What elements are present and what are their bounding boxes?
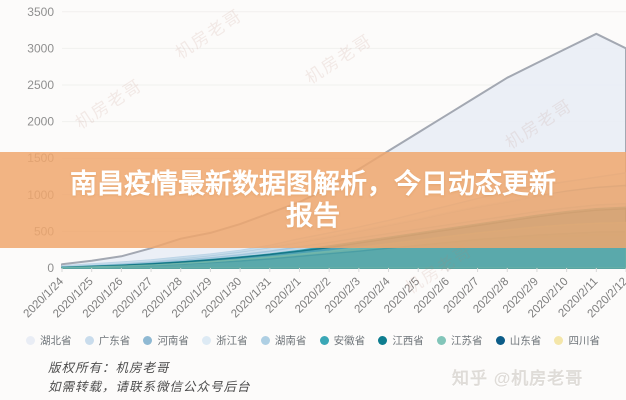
- legend-label: 江苏省: [451, 334, 483, 347]
- legend-label: 湖南省: [274, 334, 307, 347]
- headline-banner: 南昌疫情最新数据图解析，今日动态更新 报告: [0, 152, 626, 248]
- headline-line-2: 报告: [286, 201, 340, 231]
- legend-swatch-icon: [378, 335, 388, 345]
- copyright-line-2: 如需转载，请联系微信公众号后台: [48, 379, 251, 395]
- copyright-notice: 版权所有：机房老哥 如需转载，请联系微信公众号后台: [48, 358, 251, 397]
- legend-item-安徽省[interactable]: 安徽省: [319, 333, 366, 348]
- y-axis-tick-label: 0: [47, 261, 54, 275]
- legend-item-四川省[interactable]: 四川省: [554, 333, 600, 348]
- legend-label: 湖北省: [40, 334, 72, 347]
- legend-label: 安徽省: [333, 334, 366, 347]
- legend-label: 江西省: [392, 334, 424, 347]
- legend-swatch-icon: [260, 335, 270, 345]
- legend-label: 山东省: [509, 334, 542, 347]
- legend-item-广东省[interactable]: 广东省: [84, 333, 131, 348]
- legend-swatch-icon: [143, 335, 153, 345]
- y-axis-tick-label: 2000: [27, 115, 54, 129]
- legend-item-湖南省[interactable]: 湖南省: [260, 333, 307, 348]
- legend-item-江西省[interactable]: 江西省: [378, 333, 424, 348]
- copyright-line-1: 版权所有：机房老哥: [48, 360, 170, 375]
- legend-item-河南省[interactable]: 河南省: [143, 333, 189, 348]
- headline-title: 南昌疫情最新数据图解析，今日动态更新 报告: [33, 168, 593, 233]
- legend-swatch-icon: [26, 335, 35, 345]
- y-axis-tick-label: 3000: [27, 41, 54, 55]
- legend-swatch-icon: [84, 335, 94, 345]
- legend-label: 浙江省: [216, 334, 248, 347]
- y-axis-tick-label: 3500: [27, 5, 54, 19]
- legend-swatch-icon: [495, 335, 505, 345]
- y-axis-tick-label: 2500: [27, 78, 54, 92]
- legend-item-湖北省[interactable]: 湖北省: [26, 333, 72, 348]
- legend-item-山东省[interactable]: 山东省: [495, 333, 542, 348]
- legend-swatch-icon: [554, 335, 564, 345]
- legend-swatch-icon: [202, 335, 212, 345]
- legend-label: 四川省: [568, 334, 600, 347]
- legend-item-浙江省[interactable]: 浙江省: [202, 333, 248, 348]
- legend-label: 广东省: [98, 334, 131, 347]
- legend-item-江苏省[interactable]: 江苏省: [437, 333, 483, 348]
- chart-legend: 湖北省 广东省 河南省 浙江省 湖南省 安徽省 江西省 江苏省 山东省 四川省: [0, 331, 626, 349]
- legend-swatch-icon: [437, 335, 447, 345]
- headline-line-1: 南昌疫情最新数据图解析，今日动态更新: [70, 168, 556, 199]
- zhihu-author-watermark: 知乎 @机房老哥: [452, 369, 584, 388]
- legend-swatch-icon: [319, 335, 329, 345]
- legend-label: 河南省: [157, 334, 189, 347]
